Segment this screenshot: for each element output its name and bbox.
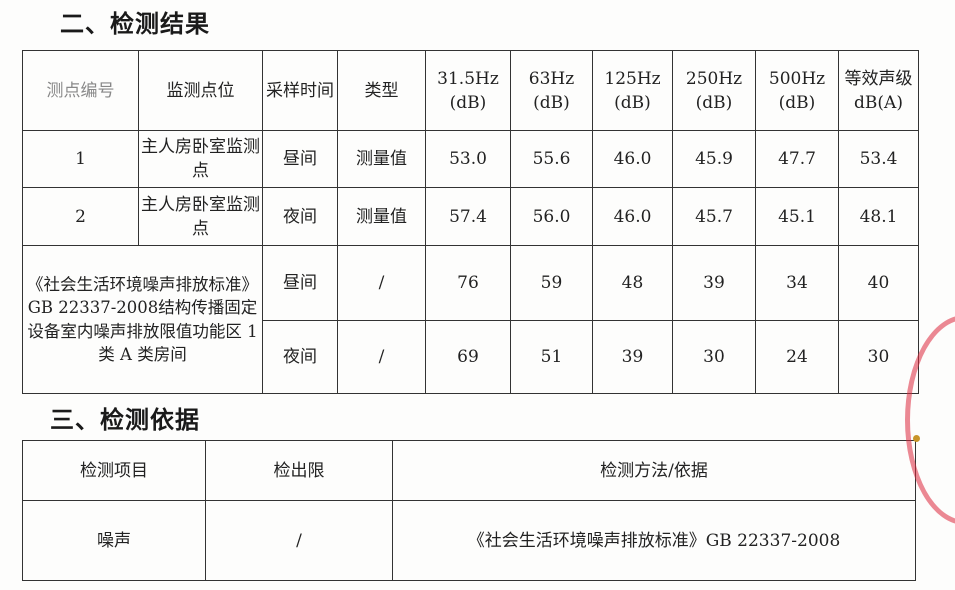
cell-limit: 51 (510, 320, 593, 394)
cell-value: 57.4 (425, 187, 511, 246)
table-header-row: 测点编号 监测点位 采样时间 类型 31.5Hz (dB) 63Hz (dB) … (22, 50, 919, 131)
standard-label: 《社会生活环境噪声排放标准》GB 22337-2008结构传播固定设备室内噪声排… (22, 245, 263, 394)
cell-limit: 59 (510, 245, 593, 321)
cell-limit: 24 (755, 320, 839, 394)
cell-type: 测量值 (337, 187, 426, 246)
table-row: 1 主人房卧室监测点 昼间 测量值 53.0 55.6 46.0 45.9 47… (22, 130, 919, 188)
header-cell: 检测项目 (22, 440, 206, 501)
cell-limit: 39 (592, 320, 673, 394)
stamp-mark (913, 435, 920, 442)
cell-method: 《社会生活环境噪声排放标准》GB 22337-2008 (392, 500, 916, 581)
table-row: 噪声 / 《社会生活环境噪声排放标准》GB 22337-2008 (22, 500, 916, 581)
cell-limit: 39 (672, 245, 756, 321)
cell-id: 2 (22, 187, 139, 246)
cell-limit: 40 (838, 245, 919, 321)
cell-time: 夜间 (262, 187, 338, 246)
cell-value: 56.0 (510, 187, 593, 246)
results-table: 测点编号 监测点位 采样时间 类型 31.5Hz (dB) 63Hz (dB) … (22, 50, 919, 394)
cell-limit: / (205, 500, 393, 581)
cell-type: / (337, 320, 426, 394)
cell-value: 45.7 (672, 187, 756, 246)
header-cell: 等效声级 dB(A) (838, 50, 919, 131)
cell-limit: 30 (838, 320, 919, 394)
cell-limit: 76 (425, 245, 511, 321)
standard-row-day: 《社会生活环境噪声排放标准》GB 22337-2008结构传播固定设备室内噪声排… (22, 245, 919, 394)
header-cell: 类型 (337, 50, 426, 131)
cell-item: 噪声 (22, 500, 206, 581)
cell-time: 夜间 (262, 320, 338, 394)
cell-value: 45.9 (672, 130, 756, 188)
cell-value: 46.0 (592, 187, 673, 246)
cell-type: 测量值 (337, 130, 426, 188)
header-cell: 125Hz (dB) (592, 50, 673, 131)
header-cell: 31.5Hz (dB) (425, 50, 511, 131)
header-cell: 500Hz (dB) (755, 50, 839, 131)
cell-limit: 48 (592, 245, 673, 321)
section2-title: 二、检测结果 (60, 9, 210, 38)
header-cell: 测点编号 (22, 50, 139, 131)
cell-value: 45.1 (755, 187, 839, 246)
cell-time: 昼间 (262, 130, 338, 188)
header-cell: 检出限 (205, 440, 393, 501)
cell-value: 48.1 (838, 187, 919, 246)
header-cell: 检测方法/依据 (392, 440, 916, 501)
section3-title: 三、检测依据 (50, 405, 200, 434)
header-cell: 监测点位 (138, 50, 263, 131)
cell-value: 53.0 (425, 130, 511, 188)
cell-value: 53.4 (838, 130, 919, 188)
cell-type: / (337, 245, 426, 321)
table-row: 2 主人房卧室监测点 夜间 测量值 57.4 56.0 46.0 45.7 45… (22, 187, 919, 246)
cell-value: 55.6 (510, 130, 593, 188)
cell-location: 主人房卧室监测点 (138, 187, 263, 246)
header-cell: 采样时间 (262, 50, 338, 131)
cell-value: 47.7 (755, 130, 839, 188)
cell-location: 主人房卧室监测点 (138, 130, 263, 188)
cell-limit: 69 (425, 320, 511, 394)
basis-table: 检测项目 检出限 检测方法/依据 噪声 / 《社会生活环境噪声排放标准》GB 2… (22, 440, 916, 581)
header-cell: 250Hz (dB) (672, 50, 756, 131)
cell-time: 昼间 (262, 245, 338, 321)
header-cell: 63Hz (dB) (510, 50, 593, 131)
cell-value: 46.0 (592, 130, 673, 188)
standard-row-night: 夜间 / 69 51 39 30 24 30 (23, 320, 919, 394)
cell-limit: 30 (672, 320, 756, 394)
cell-id: 1 (22, 130, 139, 188)
table-header-row: 检测项目 检出限 检测方法/依据 (22, 440, 916, 501)
cell-limit: 34 (755, 245, 839, 321)
